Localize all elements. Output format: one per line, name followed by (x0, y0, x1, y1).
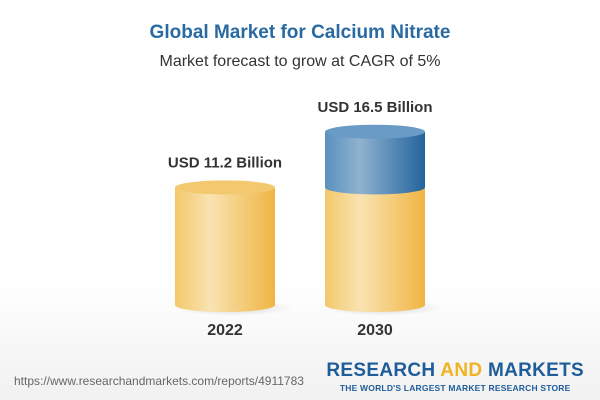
bar-top (175, 180, 275, 195)
cylinder-bar-2022 (173, 180, 293, 316)
chart-title: Global Market for Calcium Nitrate (149, 22, 451, 43)
category-label: 2030 (357, 322, 393, 339)
bar-body-base (325, 187, 425, 312)
bar-top (325, 124, 425, 139)
research-and-markets-logo: RESEARCH AND MARKETS THE WORLD'S LARGEST… (326, 360, 584, 393)
source-url[interactable]: https://www.researchandmarkets.com/repor… (14, 374, 304, 388)
cylinder-bar-2030 (323, 124, 443, 316)
chart-subtitle: Market forecast to grow at CAGR of 5% (159, 53, 441, 70)
category-label: 2022 (207, 322, 243, 339)
data-label: USD 16.5 Billion (317, 99, 432, 116)
data-label: USD 11.2 Billion (168, 154, 282, 171)
bar-body-growth (325, 131, 425, 195)
bar-body-base (175, 187, 275, 312)
